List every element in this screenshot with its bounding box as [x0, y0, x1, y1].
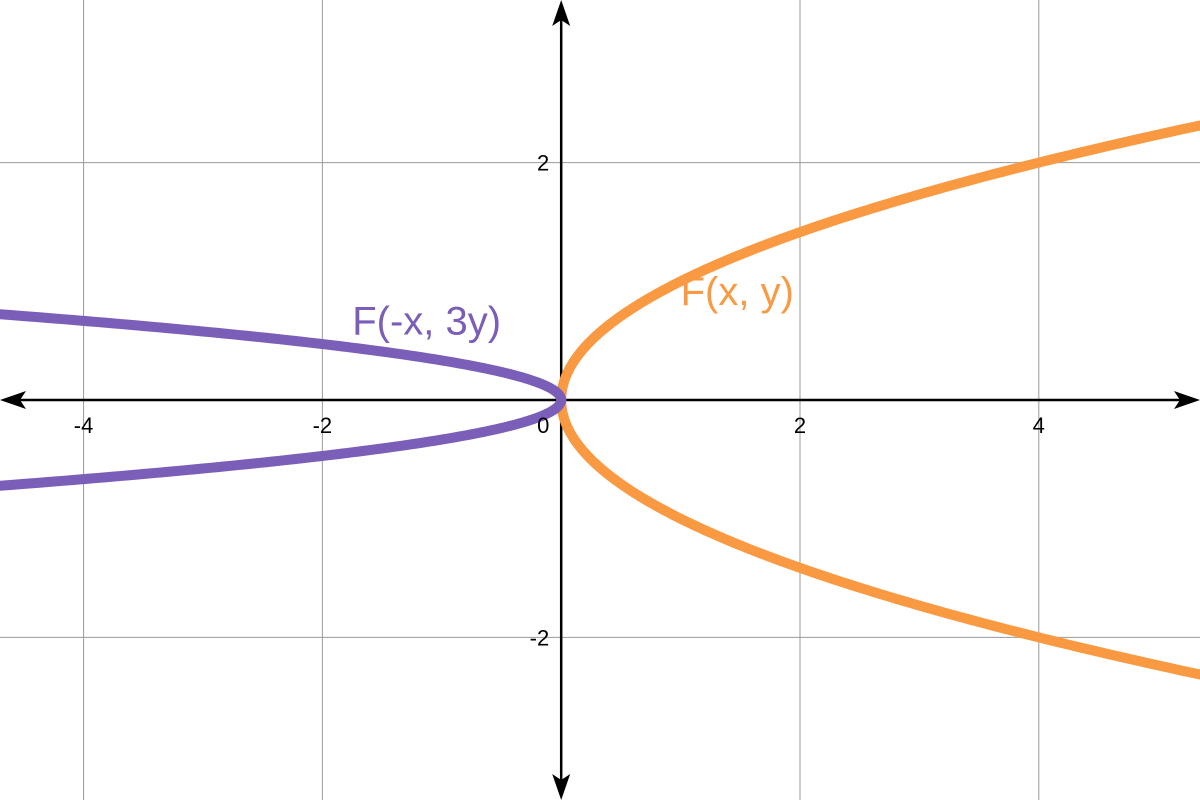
- y-axis-arrow-up-icon: [552, 0, 571, 26]
- x-tick-label: 4: [1033, 413, 1045, 438]
- y-tick-label: -2: [530, 625, 550, 650]
- x-tick-label: -2: [313, 413, 333, 438]
- x-axis-arrow-left-icon: [0, 391, 26, 409]
- x-tick-label: 2: [794, 413, 806, 438]
- y-tick-label: 2: [537, 151, 549, 176]
- curve-labels: F(x, y) F(-x, 3y): [352, 270, 794, 344]
- tick-labels: -4 -2 0 2 4 2 -2: [74, 151, 1045, 651]
- curves: [0, 120, 1200, 680]
- x-axis-arrow-right-icon: [1174, 391, 1200, 409]
- x-tick-label: -4: [74, 413, 94, 438]
- x-tick-label: 0: [537, 413, 549, 438]
- curve-label: F(x, y): [681, 270, 794, 314]
- curve-label: F(-x, 3y): [352, 300, 501, 344]
- y-axis-arrow-down-icon: [552, 774, 571, 800]
- curve-series-1: [0, 309, 567, 491]
